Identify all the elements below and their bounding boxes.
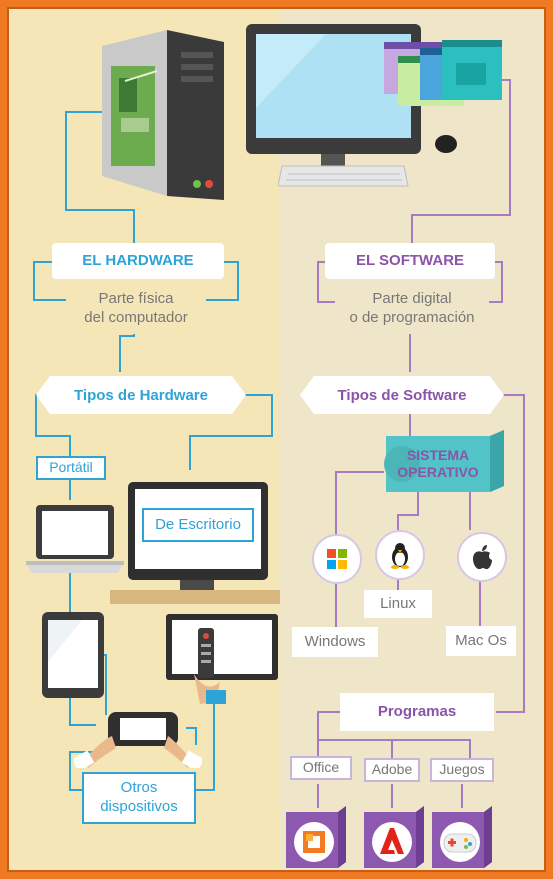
os-title-line1: SISTEMA — [406, 446, 470, 463]
gamepad-icon — [432, 806, 492, 868]
hardware-title: EL HARDWARE — [52, 243, 224, 279]
software-description-line2: o de programación — [349, 309, 475, 326]
os-windows-label: Windows — [292, 627, 378, 657]
os-mac-label: Mac Os — [446, 626, 516, 656]
apple-logo-glyph — [473, 545, 492, 570]
other-devices-line1: Otros — [120, 779, 158, 797]
hardware-description: Parte física del computador — [66, 284, 206, 334]
os-box-shape — [384, 430, 504, 492]
hardware-types-title: Tipos de Hardware — [36, 376, 246, 414]
tablet-icon — [42, 612, 104, 698]
hardware-description-line1: Parte física — [98, 290, 174, 308]
os-title-line2: OPERATIVO — [397, 464, 479, 480]
software-description: Parte digital o de programación — [335, 284, 489, 334]
linux-penguin-glyph — [391, 543, 409, 569]
adobe-logo-icon — [364, 806, 424, 868]
handheld-console-icon — [74, 712, 202, 768]
desktop-monitor-icon — [110, 482, 280, 604]
office-logo-icon — [286, 806, 346, 868]
program-games-label: Juegos — [430, 758, 494, 782]
apple-logo-icon — [457, 532, 507, 582]
hardware-description-line2: del computador — [84, 309, 188, 326]
tv-remote-icon — [166, 614, 278, 704]
laptop-label: Portátil — [36, 456, 106, 480]
software-title: EL SOFTWARE — [325, 243, 495, 279]
pc-tower-icon — [102, 30, 224, 200]
keyboard-icon — [278, 165, 409, 187]
inner-frame — [7, 7, 546, 872]
program-office-label: Office — [290, 756, 352, 780]
monitor-icon — [246, 24, 502, 168]
linux-penguin-icon — [375, 530, 425, 580]
os-title: SISTEMA OPERATIVO — [386, 438, 490, 490]
windows-logo-glyph — [327, 549, 347, 569]
program-adobe-label: Adobe — [364, 758, 420, 782]
software-description-line1: Parte digital — [372, 290, 452, 308]
laptop-icon — [26, 505, 124, 573]
software-types-title: Tipos de Software — [300, 376, 504, 414]
windows-logo-icon — [312, 534, 362, 584]
os-linux-label: Linux — [364, 590, 432, 618]
programs-title: Programas — [340, 693, 494, 731]
other-devices-line2: dispositivos — [100, 798, 178, 815]
other-devices-label: Otros dispositivos — [82, 772, 196, 824]
mouse-icon — [435, 135, 457, 153]
desktop-label: De Escritorio — [142, 508, 254, 542]
